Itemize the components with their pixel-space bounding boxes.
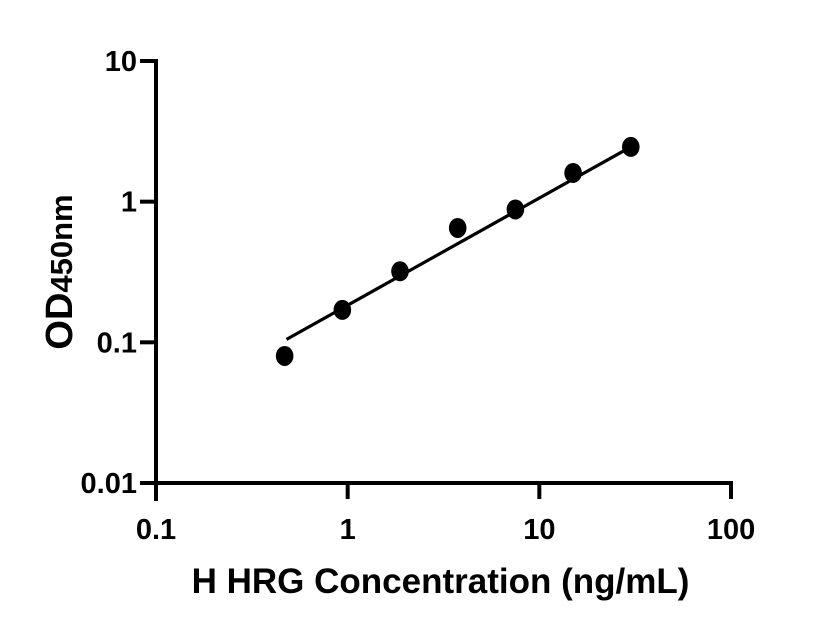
y-axis: 10 1 0.1 0.01 OD450nm — [39, 46, 158, 501]
x-tick-label: 10 — [523, 514, 555, 546]
y-axis-tick-labels: 10 1 0.1 0.01 — [81, 46, 137, 500]
y-tick-label: 0.01 — [81, 468, 137, 500]
y-tick-label: 1 — [121, 187, 137, 219]
data-point — [333, 299, 352, 320]
y-axis-title-main: OD — [39, 293, 81, 350]
data-point — [564, 162, 582, 183]
x-axis-tick-labels: 0.1 1 10 100 — [136, 514, 755, 546]
x-axis-ticks — [154, 483, 734, 499]
data-point — [391, 261, 409, 282]
x-tick-label: 1 — [340, 514, 356, 546]
data-points — [275, 136, 640, 366]
data-point — [621, 136, 640, 157]
data-point — [448, 217, 467, 238]
y-axis-ticks — [140, 58, 156, 485]
y-tick-label: 10 — [105, 46, 137, 78]
x-axis: 0.1 1 10 100 H HRG Concentration (ng/mL) — [136, 481, 755, 601]
y-tick-label: 0.1 — [97, 327, 137, 359]
x-axis-title: H HRG Concentration (ng/mL) — [192, 562, 690, 601]
data-point — [506, 199, 525, 220]
y-axis-title: OD450nm — [39, 194, 81, 349]
y-axis-title-sub: 450nm — [44, 194, 79, 292]
x-tick-label: 0.1 — [136, 514, 176, 546]
data-point — [275, 345, 294, 366]
x-tick-label: 100 — [707, 514, 755, 546]
